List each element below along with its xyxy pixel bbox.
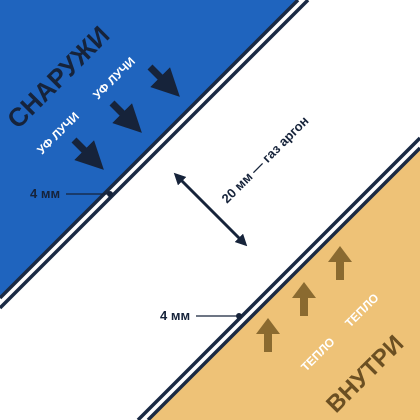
heat-arrow-2 bbox=[292, 282, 316, 316]
uv-arrow-1 bbox=[71, 137, 104, 170]
uv-arrow-3 bbox=[147, 64, 180, 97]
uv-arrow-2 bbox=[109, 100, 142, 133]
heat-arrow-1 bbox=[256, 318, 280, 352]
outer-glass-label: 4 мм bbox=[30, 186, 60, 201]
heat-arrow-3 bbox=[328, 246, 352, 280]
inner-glass-pane bbox=[136, 136, 420, 420]
outer-glass-pane bbox=[0, 0, 300, 300]
gap-dimension-arrow bbox=[173, 172, 248, 247]
gap-label: 20 мм — газ аргон bbox=[219, 113, 312, 206]
inner-glass-label: 4 мм bbox=[160, 308, 190, 323]
